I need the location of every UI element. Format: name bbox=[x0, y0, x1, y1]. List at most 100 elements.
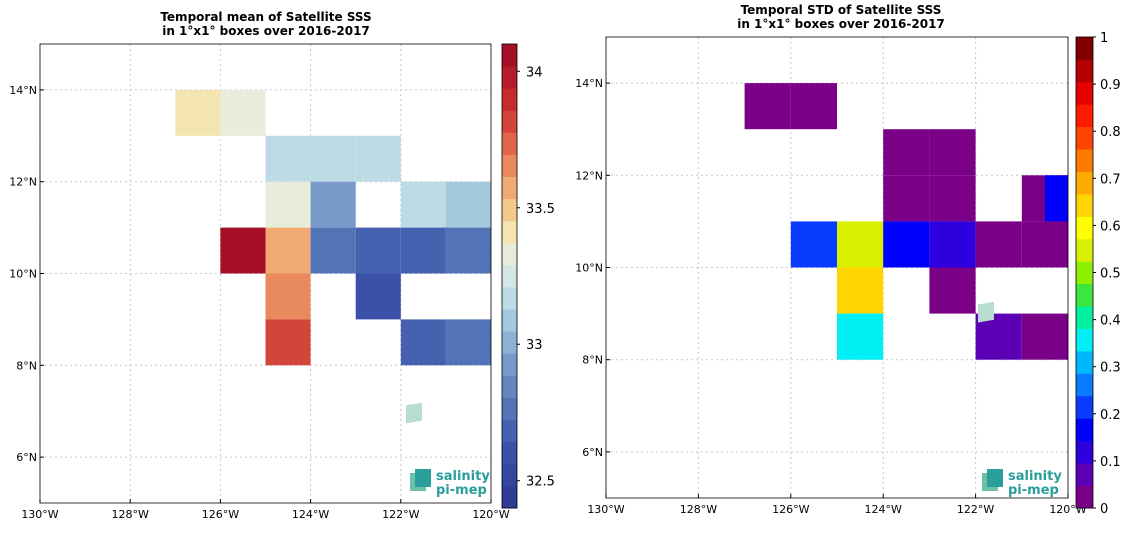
colorbar-frame bbox=[501, 43, 518, 509]
colorbar-segment bbox=[1076, 238, 1093, 262]
colorbar-segment bbox=[502, 242, 517, 266]
chart-title-line-1: Temporal mean of Satellite SSS bbox=[160, 10, 371, 24]
logo-layer-icon bbox=[978, 301, 994, 323]
y-tick-label: 10°N bbox=[575, 262, 603, 275]
heatmap-cell bbox=[975, 221, 1022, 268]
colorbar-segment bbox=[502, 88, 517, 111]
colorbar-tick-label: 0.9 bbox=[1100, 78, 1121, 93]
heatmap-cell bbox=[400, 319, 446, 366]
colorbar-segment bbox=[502, 220, 517, 244]
heatmap-cell bbox=[929, 129, 976, 176]
x-tick-label: 122°W bbox=[957, 503, 994, 516]
logo-layer-icon bbox=[406, 402, 422, 424]
colorbar-segment bbox=[1076, 485, 1093, 509]
colorbar-segment bbox=[1076, 126, 1093, 150]
heatmap-cell bbox=[883, 175, 930, 222]
heatmap-cell bbox=[929, 175, 976, 222]
colorbar-tick-label: 34 bbox=[526, 65, 543, 80]
y-tick-label: 8°N bbox=[16, 359, 37, 372]
heatmap-cell bbox=[445, 181, 491, 228]
heatmap-cell bbox=[220, 89, 266, 136]
colorbar-segment bbox=[1076, 261, 1093, 285]
colorbar-segment bbox=[502, 287, 517, 310]
y-tick-label: 12°N bbox=[575, 169, 603, 182]
colorbar: 0 0.1 0.2 0.3 0.4 0.5 0.6 0.7 0.8 0.9 1 bbox=[1075, 31, 1121, 517]
logo-text-pi-mep: pi-mep bbox=[436, 483, 487, 498]
colorbar-tick-label: 0.3 bbox=[1100, 361, 1121, 376]
heatmap-cell bbox=[355, 135, 401, 182]
colorbar-tick-label: 0.6 bbox=[1100, 219, 1121, 234]
heatmap-cell bbox=[310, 135, 356, 182]
colorbar-segment bbox=[502, 309, 517, 332]
heatmap-cell bbox=[1044, 175, 1068, 222]
colorbar-segment bbox=[502, 66, 517, 89]
heatmap-cell bbox=[883, 221, 930, 268]
x-tick-label: 130°W bbox=[587, 503, 624, 516]
heatmap-cell bbox=[883, 129, 930, 176]
colorbar-segment bbox=[1076, 194, 1093, 217]
chart-title-line-2: in 1°x1° boxes over 2016-2017 bbox=[737, 17, 945, 31]
colorbar-segment bbox=[1076, 328, 1093, 352]
colorbar-tick-label: 33.5 bbox=[526, 202, 555, 217]
heatmap-cell bbox=[400, 181, 446, 228]
colorbar-tick-label: 32.5 bbox=[526, 475, 555, 490]
heatmap-cell bbox=[265, 181, 311, 228]
colorbar-tick-label: 0.7 bbox=[1100, 172, 1121, 187]
colorbar-segment bbox=[502, 441, 517, 465]
heatmap-cell bbox=[445, 319, 491, 366]
heatmap-cell bbox=[355, 273, 401, 320]
colorbar-segment bbox=[502, 463, 517, 487]
heatmap-cell bbox=[400, 227, 446, 274]
y-tick-label: 12°N bbox=[9, 176, 37, 189]
heatmap-cell bbox=[837, 221, 884, 268]
colorbar-segment bbox=[502, 331, 517, 354]
colorbar-tick-label: 0.8 bbox=[1100, 125, 1121, 140]
heatmap-cell bbox=[265, 273, 311, 320]
x-tick-label: 124°W bbox=[865, 503, 902, 516]
colorbar-segment bbox=[502, 397, 517, 421]
colorbar-segment bbox=[502, 485, 517, 509]
x-tick-label: 126°W bbox=[772, 503, 809, 516]
colorbar-segment bbox=[1076, 37, 1093, 60]
logo-text-salinity: salinity bbox=[436, 469, 490, 484]
colorbar-segment bbox=[1076, 418, 1093, 442]
colorbar-segment bbox=[1076, 59, 1093, 83]
colorbar-segment bbox=[1076, 373, 1093, 397]
colorbar-segment bbox=[502, 264, 517, 288]
colorbar-tick-label: 0.2 bbox=[1100, 408, 1121, 423]
heatmap-cell bbox=[445, 227, 491, 274]
colorbar-tick-label: 0.1 bbox=[1100, 455, 1121, 470]
chart-title-line-1: Temporal STD of Satellite SSS bbox=[741, 3, 942, 17]
colorbar-segment bbox=[502, 110, 517, 133]
heatmap-cell bbox=[837, 267, 884, 314]
y-tick-label: 10°N bbox=[9, 268, 37, 281]
colorbar-segment bbox=[502, 419, 517, 443]
heatmap-cell bbox=[929, 221, 976, 268]
colorbar-segment bbox=[1076, 171, 1093, 195]
y-tick-label: 8°N bbox=[582, 354, 603, 367]
heatmap-cell bbox=[310, 227, 356, 274]
colorbar-segment bbox=[502, 132, 517, 155]
heatmap-cell bbox=[220, 227, 266, 274]
heatmap-cell bbox=[265, 319, 311, 366]
heatmap-cell bbox=[1021, 313, 1068, 360]
colorbar-tick-label: 0 bbox=[1100, 502, 1108, 517]
heatmap-cell bbox=[790, 221, 837, 268]
colorbar-segment bbox=[502, 44, 517, 67]
chart-title-line-2: in 1°x1° boxes over 2016-2017 bbox=[162, 24, 370, 38]
colorbar-segment bbox=[502, 375, 517, 398]
colorbar-tick-label: 0.4 bbox=[1100, 314, 1121, 329]
colorbar-segment bbox=[502, 353, 517, 376]
x-tick-label: 128°W bbox=[112, 508, 149, 521]
colorbar: 32.5 33 33.5 34 bbox=[501, 43, 555, 509]
logo-text-pi-mep: pi-mep bbox=[1008, 483, 1059, 498]
colorbar-segment bbox=[1076, 283, 1093, 307]
colorbar-segment bbox=[502, 154, 517, 177]
colorbar-tick-label: 0.5 bbox=[1100, 267, 1121, 282]
colorbar-segment bbox=[1076, 395, 1093, 419]
colorbar-segment bbox=[1076, 440, 1093, 464]
colorbar-segment bbox=[1076, 351, 1093, 374]
